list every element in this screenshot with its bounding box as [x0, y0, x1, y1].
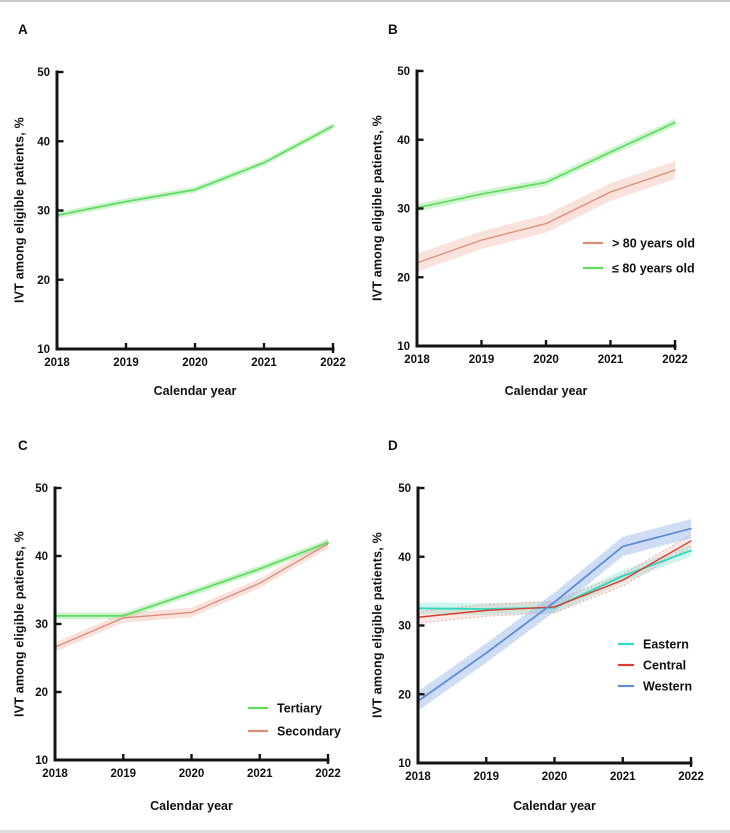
- x-tick-label: 2020: [533, 354, 559, 366]
- y-tick-label: 50: [37, 67, 50, 79]
- x-tick-label: 2022: [678, 771, 704, 783]
- x-tick-label: 2019: [110, 768, 136, 780]
- legend-label-eastern: Eastern: [643, 638, 689, 652]
- legend-label-central: Central: [643, 659, 686, 673]
- series-line-tertiary: [54, 541, 329, 617]
- y-tick-label: 20: [397, 272, 410, 284]
- series-line-80-years-old: [416, 121, 676, 209]
- plot-area-b: 10 20 30 40 50 2018 2019 2020 2021 2022 > 80 years…: [397, 66, 695, 366]
- panel-label-d: D: [388, 438, 398, 453]
- y-tick-label: 40: [398, 552, 411, 564]
- x-tick-label: 2019: [469, 354, 495, 366]
- y-tick-label: 30: [37, 206, 50, 218]
- legend-label-tertiary: Tertiary: [277, 702, 322, 716]
- plot-area-c: 10 20 30 40 50 2018 2019 2020 2021 2022 Tertiary Se…: [35, 483, 341, 780]
- page-bottom-border: [0, 830, 730, 833]
- confidence-band-western: [418, 519, 691, 711]
- y-tick-label: 20: [35, 687, 48, 699]
- plot-area-a: 10 20 30 40 50 2018 2019 2020 2021 2022: [37, 67, 346, 369]
- x-tick-label: 2022: [320, 357, 346, 369]
- series-line-80-years-old: [416, 169, 676, 264]
- x-tick-label: 2018: [44, 357, 70, 369]
- y-tick-label: 50: [397, 66, 410, 78]
- y-tick-label: 30: [35, 619, 48, 631]
- confidence-band-80-years-old: [417, 161, 675, 272]
- x-tick-label: 2018: [405, 771, 431, 783]
- y-tick-label: 50: [398, 483, 411, 495]
- y-tick-label: 30: [398, 621, 411, 633]
- x-tick-label: 2021: [247, 768, 273, 780]
- x-tick-label: 2019: [113, 357, 139, 369]
- y-tick-label: 10: [397, 341, 410, 353]
- x-tick-label: 2022: [662, 354, 688, 366]
- x-axis-title-a: Calendar year: [153, 384, 237, 398]
- panel-label-a: A: [18, 22, 28, 37]
- x-tick-label: 2019: [473, 771, 499, 783]
- confidence-band-tertiary: [55, 539, 328, 620]
- y-tick-label: 40: [37, 136, 50, 148]
- x-tick-label: 2020: [179, 768, 205, 780]
- confidence-band-80-years-old: [417, 118, 675, 212]
- x-tick-label: 2021: [610, 771, 636, 783]
- x-tick-label: 2020: [182, 357, 208, 369]
- series-line-western: [417, 527, 692, 703]
- x-tick-label: 2021: [598, 354, 624, 366]
- page-top-border: [0, 0, 730, 2]
- series-line-central: [417, 540, 692, 618]
- y-tick-label: 50: [35, 483, 48, 495]
- legend-label-secondary: Secondary: [277, 725, 341, 739]
- y-axis-title-b: IVT among eligible patients, %: [370, 115, 385, 302]
- confidence-band-edge-central: [417, 546, 692, 624]
- y-tick-label: 10: [398, 758, 411, 770]
- panel-label-c: C: [18, 438, 28, 453]
- y-tick-label: 40: [35, 551, 48, 563]
- series-line-overall: [56, 125, 334, 217]
- y-tick-label: 40: [397, 135, 410, 147]
- y-axis-title-a: IVT among eligible patients, %: [12, 117, 27, 304]
- x-axis-title-b: Calendar year: [504, 384, 588, 398]
- legend-label-80-years-old: ≤ 80 years old: [612, 262, 695, 276]
- x-tick-label: 2020: [542, 771, 568, 783]
- series-line-secondary: [54, 543, 329, 648]
- confidence-band-overall: [57, 122, 333, 219]
- y-tick-label: 10: [37, 344, 50, 356]
- y-tick-label: 30: [397, 204, 410, 216]
- confidence-band-edge-western: [417, 518, 692, 693]
- y-tick-label: 20: [398, 689, 411, 701]
- x-axis-title-d: Calendar year: [513, 799, 596, 813]
- legend-label-western: Western: [643, 680, 692, 694]
- y-axis-title-c: IVT among eligible patients, %: [12, 531, 27, 717]
- x-tick-label: 2018: [404, 354, 430, 366]
- x-tick-label: 2018: [42, 768, 68, 780]
- plot-area-d: 10 20 30 40 50 2018 2019 2020 2021 2022 Eastern Cen…: [398, 483, 704, 783]
- legend-label-80-years-old: > 80 years old: [612, 237, 695, 251]
- x-tick-label: 2022: [315, 768, 341, 780]
- x-tick-label: 2021: [251, 357, 277, 369]
- y-tick-label: 10: [35, 755, 48, 767]
- x-axis-title-c: Calendar year: [150, 799, 233, 813]
- y-axis-title-d: IVT among eligible patients, %: [370, 532, 385, 719]
- panel-label-b: B: [388, 22, 398, 37]
- y-tick-label: 20: [37, 275, 50, 287]
